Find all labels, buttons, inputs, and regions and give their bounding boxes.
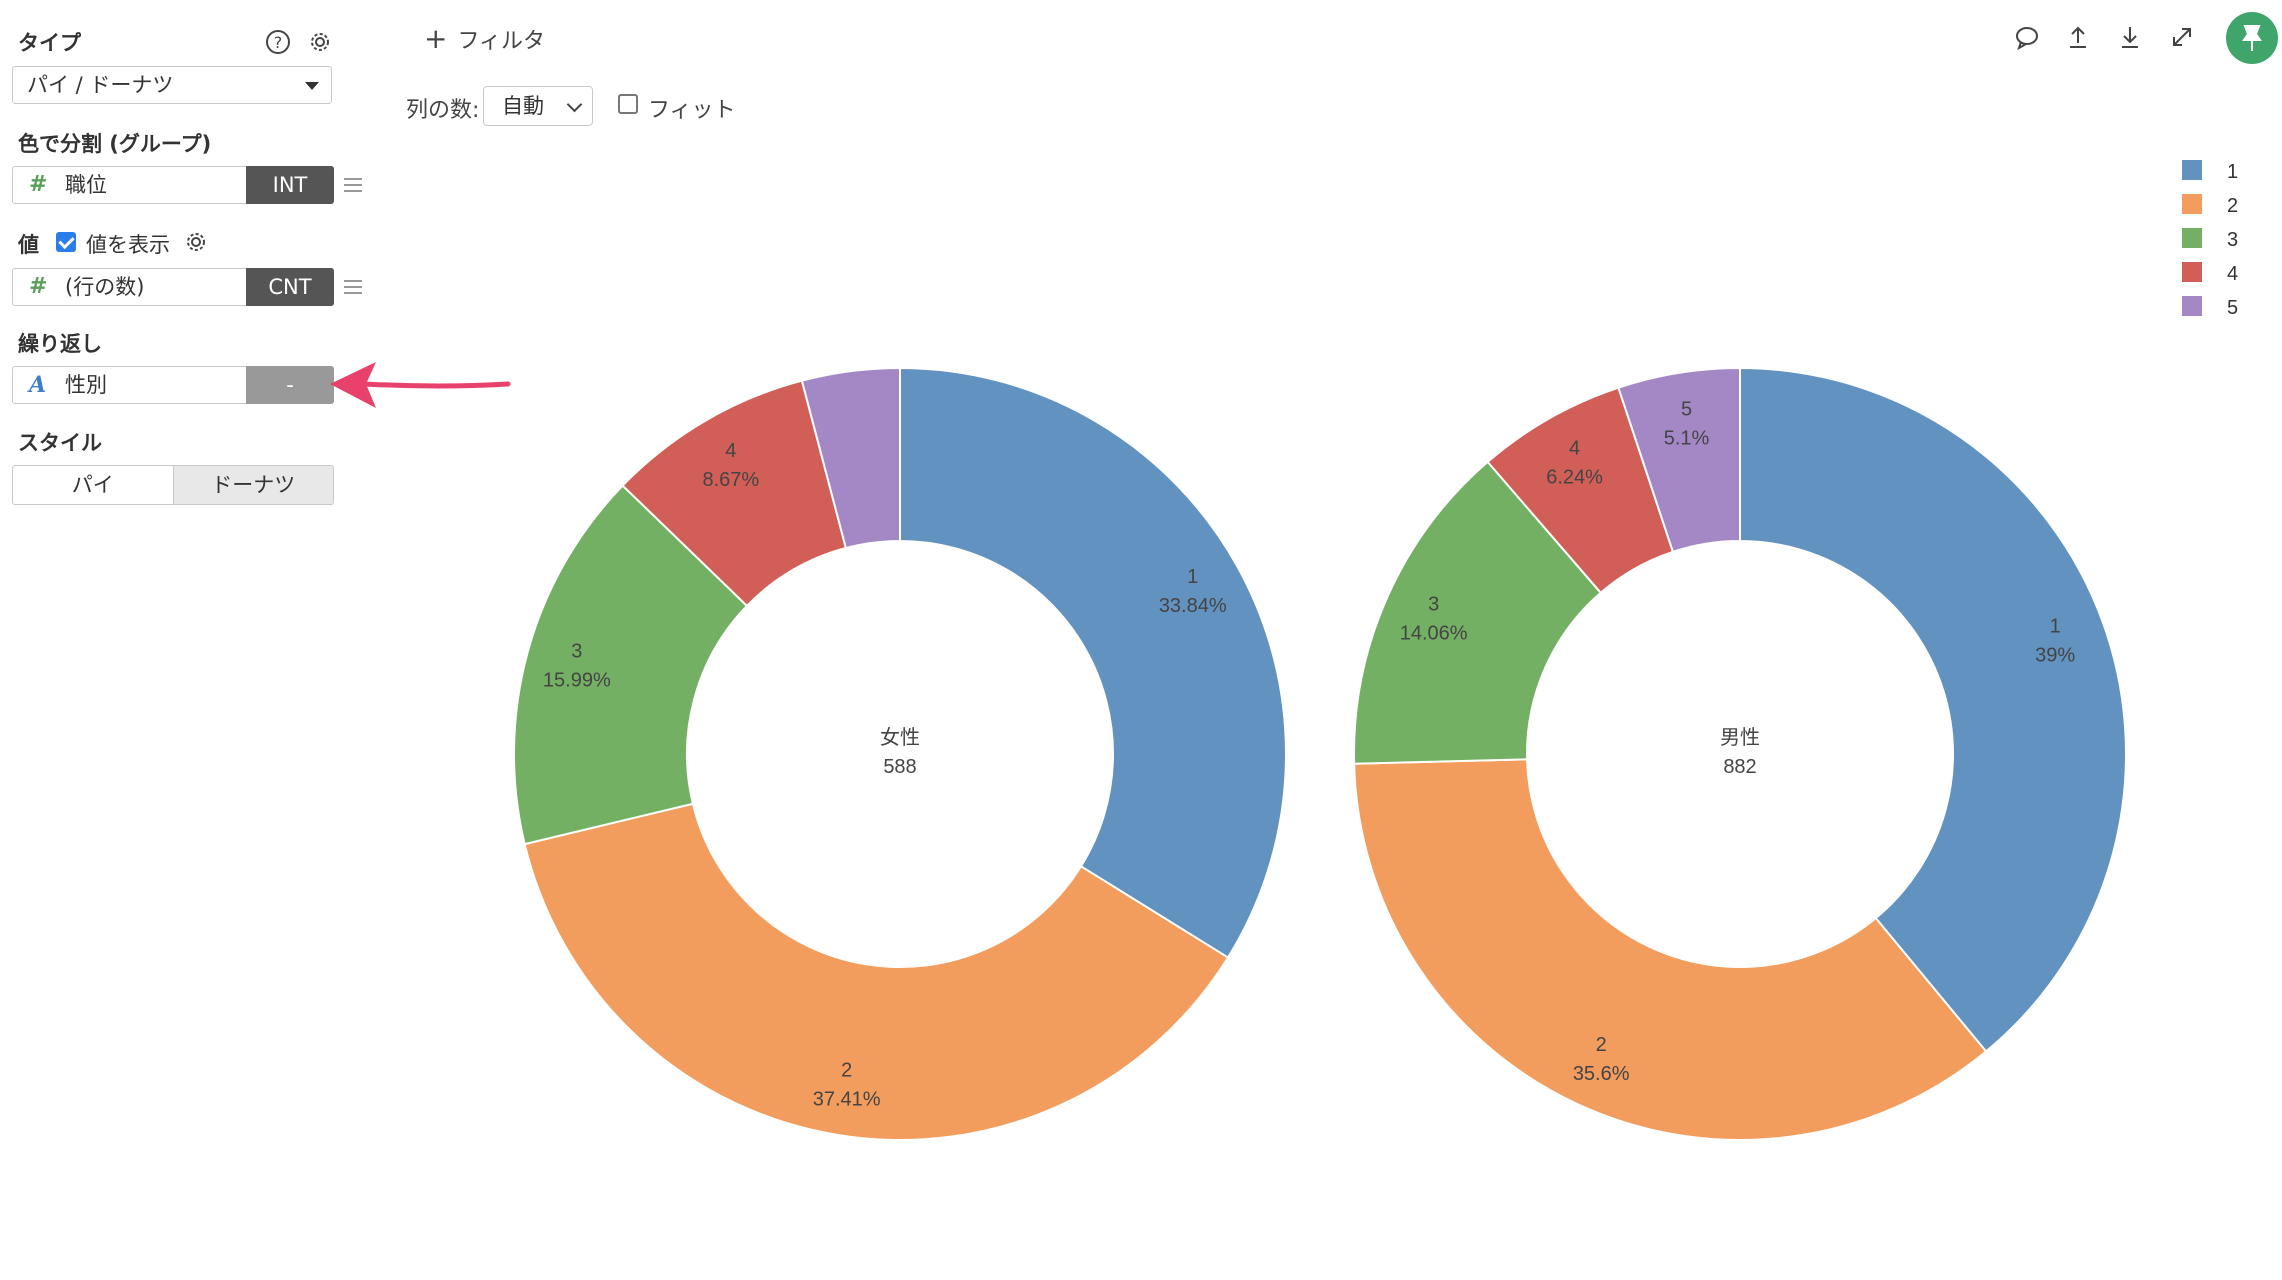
columns-value: 自動 — [502, 94, 544, 118]
value-label: 値 — [18, 233, 39, 257]
legend-label-3: 3 — [2227, 229, 2238, 251]
color-field-name: 職位 — [65, 173, 107, 197]
value-gear-icon[interactable] — [181, 227, 211, 257]
value-field-name: (行の数) — [65, 275, 145, 299]
slice-category-label: 4 — [1569, 438, 1580, 460]
donut-center-title: 男性 — [1720, 726, 1760, 749]
download-icon[interactable] — [2111, 18, 2149, 56]
slice-percent-label: 6.24% — [1546, 467, 1603, 489]
slice-percent-label: 5.1% — [1664, 427, 1710, 449]
slice-percent-label: 14.06% — [1400, 622, 1468, 644]
chart-type-value: パイ / ドーナツ — [27, 73, 174, 97]
repeat-field-name: 性別 — [65, 373, 107, 397]
number-type-icon: # — [29, 274, 48, 299]
slice-percent-label: 37.41% — [813, 1089, 881, 1111]
value-field-agg-tag[interactable]: CNT — [246, 268, 334, 306]
legend-label-2: 2 — [2227, 195, 2238, 217]
fit-label: フィット — [648, 98, 736, 123]
style-label: スタイル — [18, 431, 102, 455]
slice-category-label: 3 — [1428, 593, 1439, 615]
repeat-label: 繰り返し — [18, 332, 102, 356]
style-option-donut[interactable]: ドーナツ — [172, 466, 333, 504]
chart-type-select[interactable]: パイ / ドーナツ — [12, 66, 332, 104]
settings-panel: タイプ ? パイ / ドーナツ 色で分割 (グループ) # 職位 INT 値 値… — [0, 0, 380, 1280]
slice-category-label: 2 — [841, 1060, 852, 1082]
show-values-checkbox[interactable] — [56, 232, 76, 252]
donut-slice-1-3 — [513, 484, 749, 846]
columns-label: 列の数: — [406, 98, 480, 123]
add-filter-button[interactable]: + フィルタ — [424, 22, 545, 55]
legend-swatch-4 — [2182, 262, 2202, 282]
donut-center-value: 882 — [1723, 756, 1756, 778]
slice-category-label: 4 — [725, 440, 736, 462]
type-label: タイプ — [18, 31, 81, 55]
donut-slice-1-5 — [800, 366, 901, 550]
slice-category-label: 1 — [2050, 616, 2061, 638]
text-type-icon: A — [29, 372, 47, 398]
slice-percent-label: 35.6% — [1573, 1063, 1630, 1085]
plus-icon: + — [424, 22, 448, 55]
slice-percent-label: 8.67% — [702, 469, 759, 491]
slice-category-label: 2 — [1596, 1034, 1607, 1056]
slice-category-label: 1 — [1187, 566, 1198, 588]
color-split-label: 色で分割 (グループ) — [18, 132, 212, 156]
donut-slice-1-1 — [899, 366, 1287, 959]
color-field-type-tag[interactable]: INT — [246, 166, 334, 204]
comment-icon[interactable] — [2008, 18, 2046, 56]
legend-label-1: 1 — [2227, 161, 2238, 183]
color-field[interactable]: # 職位 INT — [12, 166, 334, 204]
drag-handle-icon[interactable] — [344, 280, 362, 294]
drag-handle-icon[interactable] — [344, 178, 362, 192]
help-icon[interactable]: ? — [263, 27, 293, 57]
fit-checkbox[interactable] — [618, 94, 638, 114]
legend-swatch-2 — [2182, 194, 2202, 214]
columns-select[interactable]: 自動 — [483, 86, 593, 126]
upload-icon[interactable] — [2059, 18, 2097, 56]
svg-text:?: ? — [274, 33, 283, 52]
donut-center-title: 女性 — [880, 726, 920, 749]
legend-label-4: 4 — [2227, 263, 2238, 285]
pin-icon — [2242, 25, 2262, 51]
donut-slice-1-2 — [523, 802, 1230, 1141]
slice-percent-label: 33.84% — [1159, 595, 1227, 617]
expand-icon[interactable] — [2163, 18, 2201, 56]
donut-slice-2-1 — [1739, 366, 2127, 1053]
annotation-arrow — [330, 362, 511, 408]
donut-slice-2-2 — [1353, 758, 1988, 1141]
value-field[interactable]: # (行の数) CNT — [12, 268, 334, 306]
legend-swatch-1 — [2182, 160, 2202, 180]
slice-percent-label: 39% — [2035, 645, 2075, 667]
legend-swatch-5 — [2182, 296, 2202, 316]
slice-category-label: 5 — [1681, 398, 1692, 420]
donut-slice-2-5 — [1617, 366, 1741, 554]
slice-category-label: 3 — [571, 641, 582, 663]
legend-label-5: 5 — [2227, 297, 2238, 319]
filter-label: フィルタ — [457, 29, 546, 54]
repeat-field-tag[interactable]: - — [246, 366, 334, 404]
show-values-label: 値を表示 — [86, 233, 170, 257]
pin-button[interactable] — [2226, 12, 2278, 64]
slice-percent-label: 15.99% — [543, 670, 611, 692]
donut-center-value: 588 — [883, 756, 916, 778]
number-type-icon: # — [29, 172, 48, 197]
donut-slice-2-3 — [1353, 460, 1603, 765]
style-toggle[interactable]: パイ ドーナツ — [12, 465, 334, 505]
legend-swatch-3 — [2182, 228, 2202, 248]
style-option-pie[interactable]: パイ — [71, 473, 114, 497]
gear-icon[interactable] — [305, 27, 335, 57]
caret-down-icon — [305, 82, 319, 90]
repeat-field[interactable]: A 性別 - — [12, 366, 334, 404]
